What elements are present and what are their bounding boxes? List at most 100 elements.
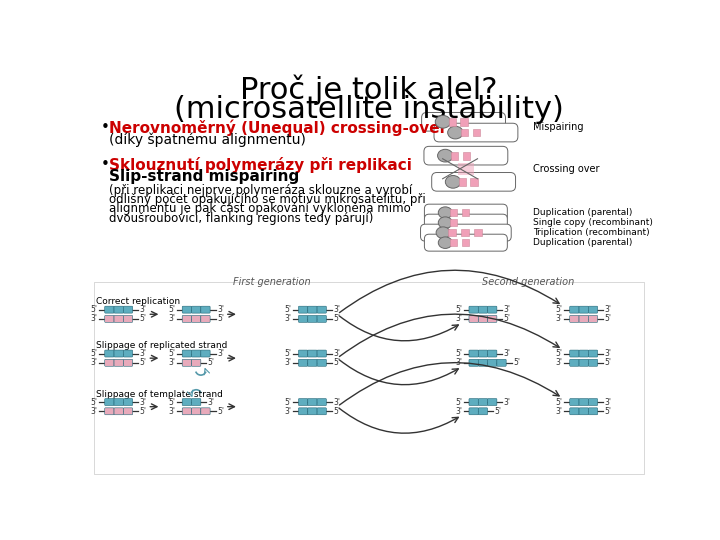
FancyBboxPatch shape <box>299 350 307 357</box>
Ellipse shape <box>438 149 453 162</box>
FancyBboxPatch shape <box>114 399 123 406</box>
Text: 3': 3' <box>140 305 147 314</box>
Ellipse shape <box>448 126 463 139</box>
FancyBboxPatch shape <box>317 399 326 406</box>
FancyBboxPatch shape <box>104 408 114 415</box>
Bar <box>463 152 470 159</box>
FancyBboxPatch shape <box>579 359 588 366</box>
Text: 5': 5' <box>455 397 462 407</box>
FancyBboxPatch shape <box>478 350 487 357</box>
FancyBboxPatch shape <box>114 306 123 313</box>
Text: 5': 5' <box>556 349 563 358</box>
FancyBboxPatch shape <box>182 306 192 313</box>
Text: 5': 5' <box>455 305 462 314</box>
Text: 3': 3' <box>455 359 462 367</box>
FancyBboxPatch shape <box>570 315 579 322</box>
Text: Duplication (parental): Duplication (parental) <box>534 238 633 247</box>
FancyBboxPatch shape <box>192 399 201 406</box>
Bar <box>450 239 457 246</box>
FancyBboxPatch shape <box>104 399 114 406</box>
FancyBboxPatch shape <box>422 112 505 131</box>
FancyBboxPatch shape <box>570 359 579 366</box>
FancyBboxPatch shape <box>588 399 598 406</box>
FancyBboxPatch shape <box>317 408 326 415</box>
Ellipse shape <box>438 237 452 248</box>
FancyBboxPatch shape <box>478 315 487 322</box>
FancyBboxPatch shape <box>307 350 317 357</box>
FancyBboxPatch shape <box>307 306 317 313</box>
Polygon shape <box>458 163 474 175</box>
Bar <box>461 129 469 137</box>
FancyBboxPatch shape <box>114 315 123 322</box>
Text: 3': 3' <box>504 397 511 407</box>
Text: 5': 5' <box>333 314 341 323</box>
Bar <box>460 118 468 126</box>
FancyBboxPatch shape <box>104 359 114 366</box>
Text: Slip-strand mispairing: Slip-strand mispairing <box>109 169 299 184</box>
Text: 3': 3' <box>605 397 611 407</box>
Text: Triplication (recombinant): Triplication (recombinant) <box>534 228 650 237</box>
FancyBboxPatch shape <box>478 359 487 366</box>
FancyBboxPatch shape <box>201 408 210 415</box>
FancyBboxPatch shape <box>570 350 579 357</box>
Text: 3': 3' <box>208 397 215 407</box>
Text: 5': 5' <box>605 407 611 416</box>
FancyBboxPatch shape <box>487 315 497 322</box>
Text: 5': 5' <box>513 359 520 367</box>
Bar <box>94 282 644 475</box>
Text: 3': 3' <box>556 359 563 367</box>
Ellipse shape <box>446 176 461 188</box>
FancyBboxPatch shape <box>114 359 123 366</box>
Text: Mispairing: Mispairing <box>534 122 584 132</box>
FancyBboxPatch shape <box>192 350 201 357</box>
Bar <box>473 129 480 137</box>
FancyBboxPatch shape <box>299 359 307 366</box>
Text: 5': 5' <box>217 407 224 416</box>
FancyBboxPatch shape <box>469 306 478 313</box>
FancyBboxPatch shape <box>588 315 598 322</box>
FancyBboxPatch shape <box>299 306 307 313</box>
Bar <box>461 229 469 236</box>
Text: Slippage of replicated strand: Slippage of replicated strand <box>96 341 228 350</box>
FancyBboxPatch shape <box>104 350 114 357</box>
FancyBboxPatch shape <box>478 306 487 313</box>
Text: 3': 3' <box>455 407 462 416</box>
FancyBboxPatch shape <box>192 359 201 366</box>
Text: 5': 5' <box>208 359 215 367</box>
Text: 3': 3' <box>217 349 224 358</box>
Bar <box>451 152 459 159</box>
Text: 5': 5' <box>284 397 292 407</box>
Text: Crossing over: Crossing over <box>534 164 600 174</box>
FancyBboxPatch shape <box>469 359 478 366</box>
Text: 3': 3' <box>284 314 292 323</box>
Text: Duplication (parental): Duplication (parental) <box>534 208 633 217</box>
Text: 3': 3' <box>91 407 98 416</box>
FancyBboxPatch shape <box>588 408 598 415</box>
FancyBboxPatch shape <box>104 306 114 313</box>
Text: •: • <box>101 120 109 136</box>
FancyBboxPatch shape <box>570 408 579 415</box>
Text: 3': 3' <box>504 349 511 358</box>
Bar <box>462 209 469 216</box>
Text: 5': 5' <box>91 349 98 358</box>
Text: 3': 3' <box>91 314 98 323</box>
FancyBboxPatch shape <box>487 399 497 406</box>
Ellipse shape <box>438 207 452 218</box>
Text: alignmentu je pak část opakování vykloněna mimo: alignmentu je pak část opakování vykloně… <box>109 202 410 215</box>
Text: 5': 5' <box>504 314 511 323</box>
Text: (díky špatnému alignmentu): (díky špatnému alignmentu) <box>109 132 305 147</box>
FancyBboxPatch shape <box>424 214 508 231</box>
Bar <box>449 118 456 126</box>
FancyBboxPatch shape <box>307 359 317 366</box>
Text: 5': 5' <box>217 314 224 323</box>
Ellipse shape <box>438 217 452 228</box>
Text: Correct replication: Correct replication <box>96 298 180 307</box>
FancyBboxPatch shape <box>123 350 132 357</box>
FancyBboxPatch shape <box>182 408 192 415</box>
Text: 3': 3' <box>140 397 147 407</box>
FancyBboxPatch shape <box>487 359 497 366</box>
Text: First generation: First generation <box>233 277 311 287</box>
FancyBboxPatch shape <box>123 306 132 313</box>
FancyBboxPatch shape <box>192 408 201 415</box>
Text: 5': 5' <box>605 359 611 367</box>
